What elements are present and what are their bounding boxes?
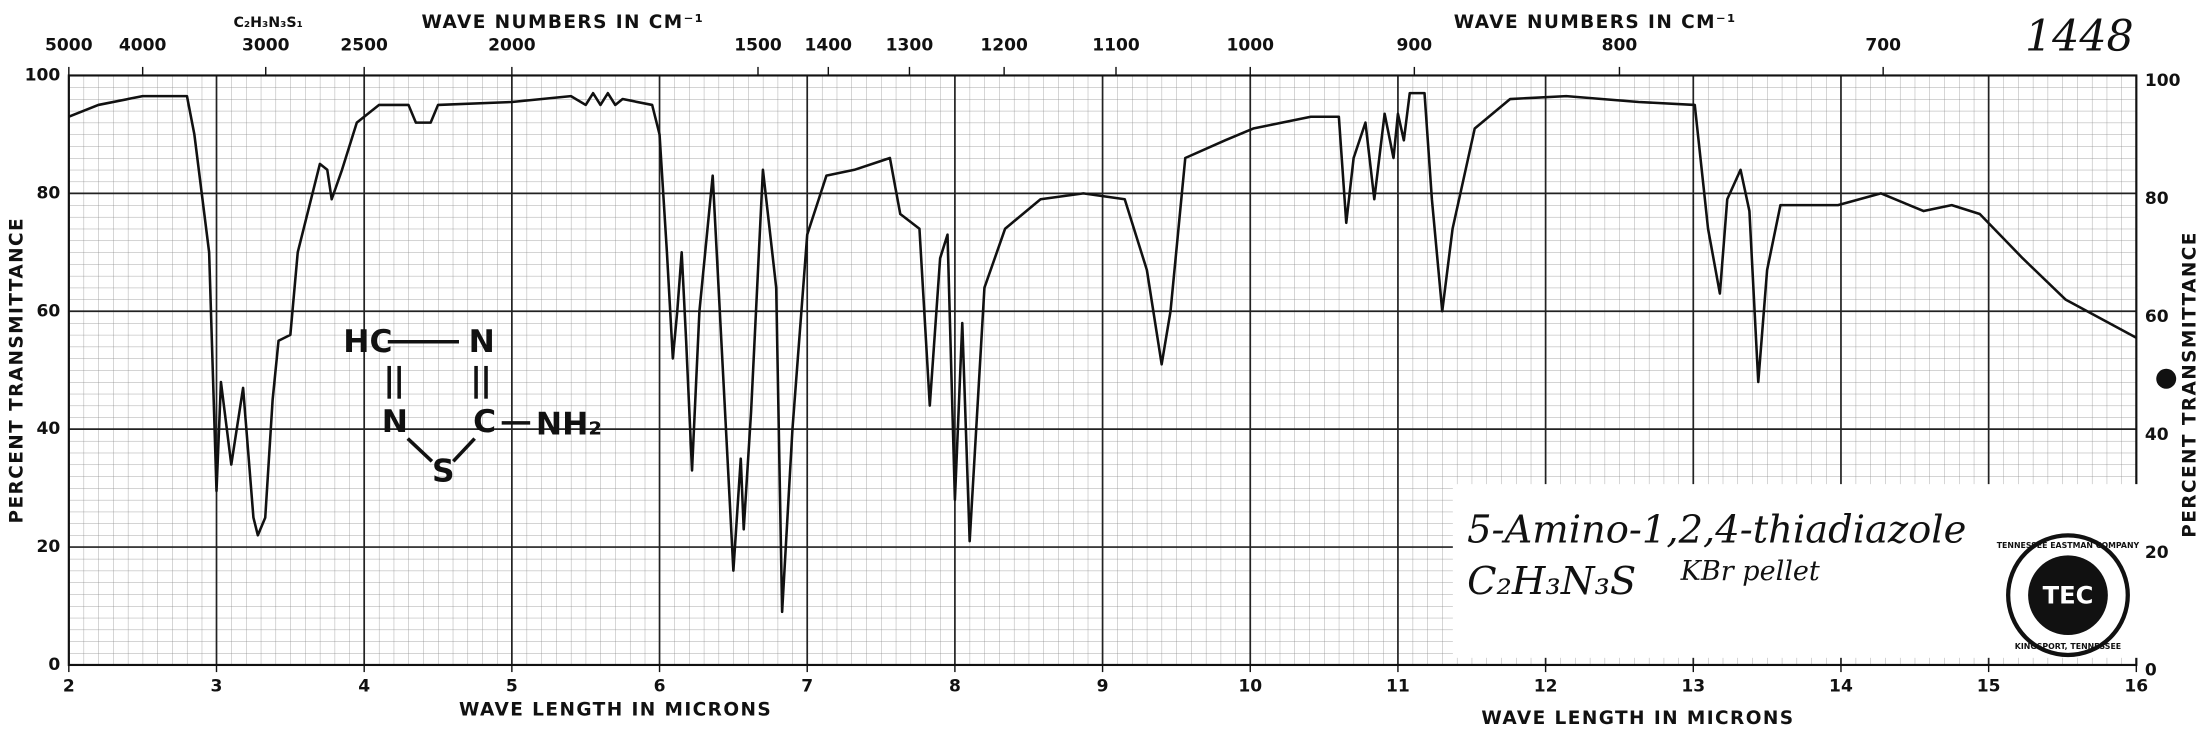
y-tick-label: 60 (37, 301, 61, 321)
top-tick-label: 1300 (886, 36, 934, 56)
y-tick-label: 0 (2145, 661, 2157, 681)
top-tick-label: 700 (1865, 36, 1901, 56)
x-tick-label: 7 (801, 676, 813, 696)
logo-mark: TEC (2043, 582, 2094, 610)
top-tick-label: 1400 (805, 36, 853, 56)
y-tick-label: 0 (48, 655, 60, 675)
top-tick-label: 800 (1602, 36, 1638, 56)
compound-formula: C₂H₃N₃S (1467, 559, 1636, 604)
structure-atom: HC (343, 324, 392, 360)
y-axis-label: PERCENT TRANSMITTANCE (7, 217, 28, 524)
x-tick-label: 9 (1097, 676, 1109, 696)
x-tick-label: 11 (1386, 676, 1410, 696)
top-axis-label: WAVE NUMBERS IN CM⁻¹ (1454, 12, 1737, 33)
x-tick-label: 5 (506, 676, 518, 696)
top-axis-label: WAVE NUMBERS IN CM⁻¹ (421, 12, 704, 33)
top-tick-label: 1200 (980, 36, 1028, 56)
x-tick-label: 10 (1238, 676, 1262, 696)
x-tick-label: 8 (949, 676, 961, 696)
y-tick-label: 80 (37, 183, 61, 203)
logo: TEC TENNESSEE EASTMAN COMPANY KINGSPORT,… (1997, 533, 2140, 658)
compound-name: 5-Amino-1,2,4-thiadiazole (1467, 508, 1966, 553)
y-tick-label: 80 (2145, 189, 2169, 209)
logo-text: KINGSPORT, TENNESSEE (2015, 642, 2121, 651)
top-tick-label: 5000 (45, 36, 93, 56)
x-tick-label: 15 (1977, 676, 2001, 696)
logo-center (2028, 555, 2108, 636)
x-axis-label: WAVE LENGTH IN MICRONS (459, 700, 772, 721)
top-tick-label: 4000 (119, 36, 167, 56)
y-axis-label: PERCENT TRANSMITTANCE (2179, 231, 2200, 538)
y-tick-label: 60 (2145, 307, 2169, 327)
spectrum-line (68, 91, 2137, 614)
structure-atom: C (473, 404, 496, 440)
y-tick-label: 20 (37, 537, 61, 557)
x-tick-label: 4 (358, 676, 370, 696)
top-tick-label: 3000 (242, 36, 290, 56)
header-formula: C₂H₃N₃S₁ (233, 15, 302, 31)
x-tick-label: 3 (211, 676, 223, 696)
catalog-number: 1448 (2025, 12, 2134, 62)
structure (387, 339, 531, 463)
bond (406, 437, 434, 463)
structure-atom: N (382, 404, 408, 440)
marker-dot (2156, 368, 2177, 389)
x-tick-label: 2 (63, 676, 75, 696)
top-tick-label: 2000 (488, 36, 536, 56)
structure-atom: S (432, 454, 455, 490)
x-tick-label: 13 (1681, 676, 1705, 696)
x-tick-label: 12 (1534, 676, 1558, 696)
structure-atom: NH₂ (536, 407, 602, 443)
structure-atom: N (469, 324, 495, 360)
top-tick-label: 1100 (1092, 36, 1140, 56)
sample-note: KBr pellet (1680, 556, 1820, 587)
top-tick-label: 1500 (734, 36, 782, 56)
top-tick-label: 1000 (1226, 36, 1274, 56)
plot-frame (67, 74, 2138, 667)
x-axis-label: WAVE LENGTH IN MICRONS (1481, 708, 1794, 729)
logo-text: TENNESSEE EASTMAN COMPANY (1997, 541, 2140, 550)
y-tick-label: 100 (2145, 71, 2181, 91)
y-tick-label: 40 (2145, 425, 2169, 445)
x-tick-label: 6 (654, 676, 666, 696)
x-tick-label: 16 (2124, 676, 2148, 696)
y-tick-label: 20 (2145, 543, 2169, 563)
x-tick-label: 14 (1829, 676, 1853, 696)
top-tick-label: 2500 (340, 36, 388, 56)
bond (451, 437, 476, 463)
y-tick-label: 100 (25, 65, 61, 85)
y-tick-label: 40 (37, 419, 61, 439)
top-tick-label: 900 (1397, 36, 1433, 56)
